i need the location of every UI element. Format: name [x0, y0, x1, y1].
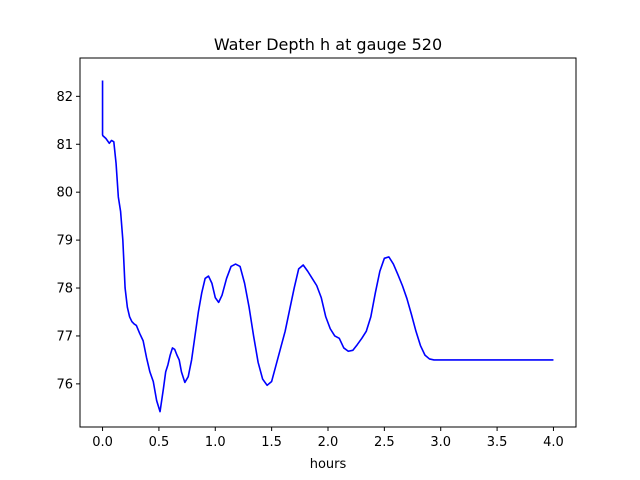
y-tick-label: 79: [56, 234, 73, 249]
x-tick-label: 0.5: [149, 435, 170, 450]
chart-title: Water Depth h at gauge 520: [214, 35, 442, 54]
x-tick-label: 4.0: [543, 435, 564, 450]
y-tick-label: 82: [56, 90, 73, 105]
plot-area: 0.0 0.5 1.0 1.5 2.0 2.5 3.0 3.5 4.0 76 77 78 79 80 81 8…: [56, 57, 577, 450]
x-tick-label: 3.5: [487, 435, 508, 450]
x-tick-label: 2.5: [374, 435, 395, 450]
x-tick-label: 0.0: [92, 435, 113, 450]
series-line-0: [101, 80, 554, 413]
y-tick-label: 78: [56, 282, 73, 297]
x-tick-label: 2.0: [318, 435, 339, 450]
y-tick-label: 77: [56, 329, 73, 344]
x-tick-label: 1.5: [261, 435, 282, 450]
y-tick-label: 76: [56, 377, 73, 392]
y-tick-label: 81: [56, 138, 73, 153]
x-tick-label: 3.0: [430, 435, 451, 450]
x-tick-label: 1.0: [205, 435, 226, 450]
y-tick-label: 80: [56, 186, 73, 201]
x-axis-label: hours: [310, 457, 347, 472]
